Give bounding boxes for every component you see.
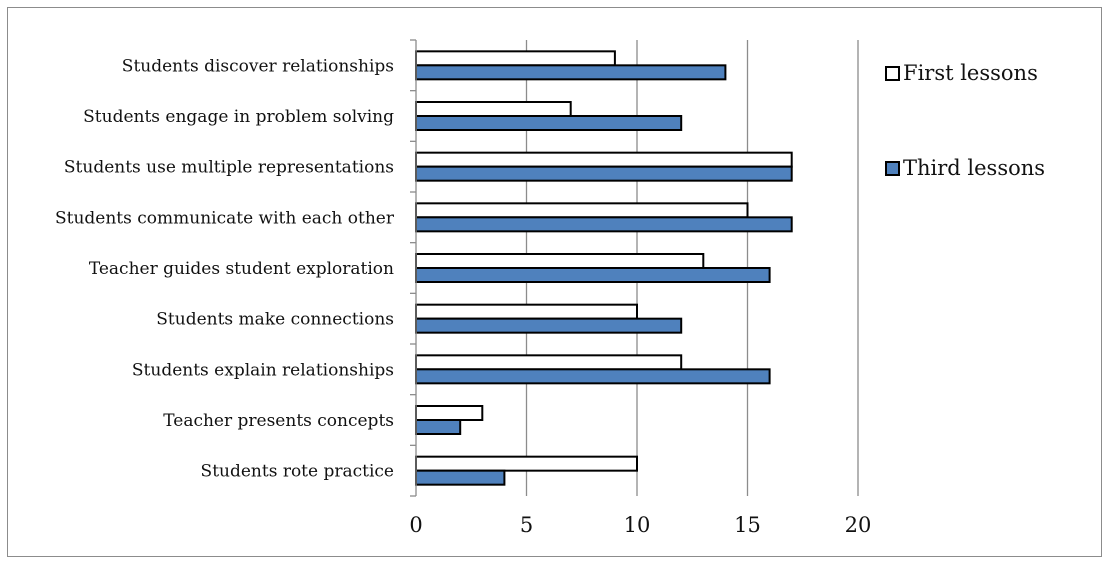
category-label: Teacher presents concepts (163, 411, 394, 431)
x-tick-label: 10 (624, 513, 651, 537)
category-axis (410, 39, 417, 497)
legend-swatch (885, 161, 900, 176)
bar-first-lessons (415, 303, 638, 320)
bar-third-lessons (415, 469, 506, 486)
bar-first-lessons (415, 455, 638, 472)
x-tick-labels: 0 5 10 15 20 (409, 513, 871, 537)
bar-first-lessons (415, 354, 683, 371)
bar-first-lessons (415, 405, 484, 421)
legend: First lessons Third lessons (885, 61, 1045, 180)
bars (415, 50, 793, 486)
bar-first-lessons (415, 253, 705, 269)
bar-third-lessons (415, 115, 683, 131)
bar-first-lessons (415, 50, 616, 67)
bar-third-lessons (415, 64, 727, 81)
category-label: Students engage in problem solving (83, 107, 394, 127)
bar-first-lessons (415, 101, 572, 117)
bar-third-lessons (415, 165, 793, 182)
category-label: Students communicate with each other (55, 208, 395, 228)
category-label: Students make connections (156, 310, 394, 330)
bar-third-lessons (415, 368, 771, 385)
legend-label: Third lessons (903, 156, 1045, 180)
legend-label: First lessons (903, 61, 1038, 85)
bar-first-lessons (415, 151, 793, 168)
category-label: Teacher guides student exploration (89, 259, 394, 279)
category-label: Students use multiple representations (64, 158, 394, 178)
x-tick-label: 0 (409, 513, 422, 537)
bar-third-lessons (415, 216, 793, 233)
x-tick-label: 20 (845, 513, 872, 537)
bar-first-lessons (415, 202, 749, 219)
bar-third-lessons (415, 317, 683, 334)
x-tick-label: 15 (734, 513, 761, 537)
bar-third-lessons (415, 419, 462, 435)
bar-third-lessons (415, 267, 771, 283)
category-labels: Students discover relationships Students … (55, 56, 395, 481)
legend-swatch (885, 66, 900, 81)
category-label: Students rote practice (201, 462, 394, 482)
category-label: Students explain relationships (132, 360, 394, 380)
x-tick-label: 5 (520, 513, 533, 537)
category-label: Students discover relationships (122, 56, 394, 76)
